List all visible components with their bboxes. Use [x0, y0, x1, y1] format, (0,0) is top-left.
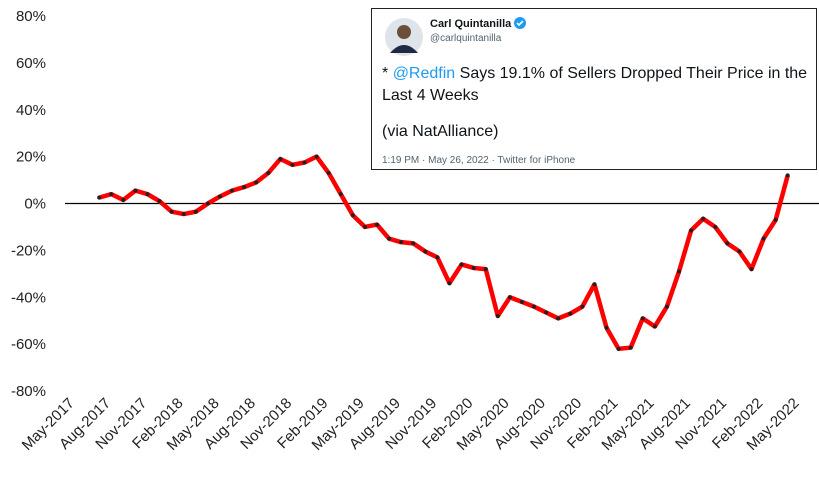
point [314, 154, 319, 159]
point [459, 262, 464, 267]
point [387, 236, 392, 241]
point [483, 267, 488, 272]
y-tick-label: 20% [16, 149, 46, 166]
tweet-card: Carl Quintanilla @carlquintanilla * @Red… [371, 8, 817, 170]
tweet-prefix: * [382, 65, 389, 82]
point [592, 282, 597, 287]
point [181, 212, 186, 217]
y-tick-label: 80% [16, 8, 46, 25]
point [133, 188, 138, 193]
point [375, 222, 379, 227]
point [302, 160, 307, 165]
tweet-handle: @carlquintanilla [430, 33, 502, 44]
point [423, 249, 428, 254]
point [604, 325, 609, 330]
point [689, 228, 694, 233]
point [628, 345, 633, 350]
point [399, 240, 404, 245]
point [326, 171, 331, 176]
y-tick-label: -40% [11, 289, 46, 306]
verified-badge [514, 17, 527, 29]
line [98, 154, 790, 352]
point [338, 192, 343, 197]
point [725, 241, 730, 246]
point [652, 324, 657, 329]
y-tick-label: 0% [24, 196, 46, 213]
point [580, 304, 585, 309]
tweet-meta: 1:19 PM · May 26, 2022 · Twitter for iPh… [382, 155, 576, 166]
y-tick-label: 60% [16, 55, 46, 72]
point [519, 299, 524, 304]
tweet-text: Says 19.1% of Sellers Dropped Their Pric… [382, 65, 808, 104]
point [640, 316, 645, 321]
point [145, 192, 150, 197]
point [713, 224, 718, 229]
point [157, 199, 162, 204]
tweet-name-text: Carl Quintanilla [430, 18, 512, 30]
y-tick-label: -80% [11, 383, 46, 400]
point [97, 195, 102, 200]
point [205, 201, 210, 206]
point [556, 316, 561, 321]
point [701, 216, 706, 221]
point [664, 304, 669, 309]
point [411, 241, 416, 246]
point [568, 311, 573, 316]
point [773, 217, 778, 222]
point [447, 281, 452, 286]
point [266, 171, 271, 176]
point [230, 188, 235, 193]
tweet-mention[interactable]: @Redfin [392, 65, 456, 82]
point [169, 209, 174, 214]
y-tick-label: -20% [11, 242, 46, 259]
point [362, 224, 367, 229]
point [761, 236, 766, 241]
y-tick-label: -60% [11, 336, 46, 353]
point [544, 310, 549, 315]
point [242, 185, 247, 190]
point [677, 269, 681, 274]
tweet-name: Carl Quintanilla [430, 17, 527, 30]
point [785, 173, 790, 178]
point [495, 314, 500, 318]
point [616, 346, 621, 351]
point [121, 197, 126, 202]
point [217, 194, 222, 199]
tweet-body: * @Redfin Says 19.1% of Sellers Dropped … [382, 63, 816, 107]
point [435, 255, 440, 260]
point [193, 209, 198, 214]
point [350, 213, 355, 218]
point [109, 192, 114, 197]
point [471, 265, 476, 270]
point [278, 156, 283, 161]
tweet-via: (via NatAlliance) [382, 123, 499, 140]
point [507, 295, 512, 300]
point [290, 162, 295, 167]
point [254, 180, 259, 185]
point [737, 249, 742, 254]
point [532, 304, 537, 309]
point [749, 267, 754, 272]
y-tick-label: 40% [16, 102, 46, 119]
avatar [385, 18, 423, 56]
